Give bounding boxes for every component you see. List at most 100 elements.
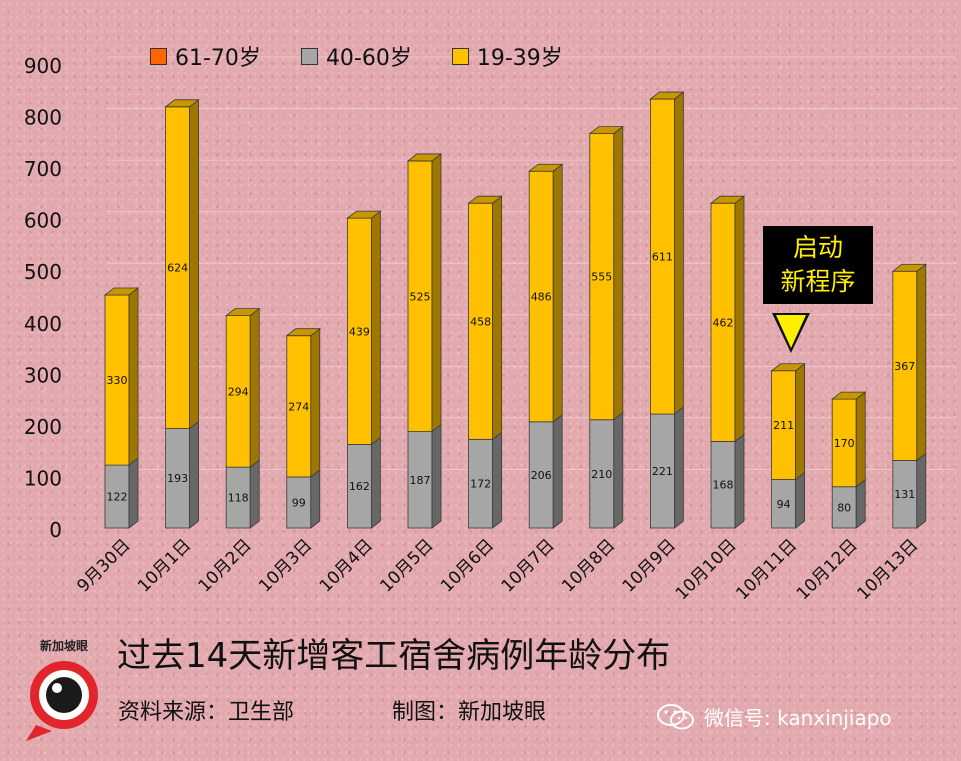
bar-side (310, 469, 321, 529)
data-label: 525 (410, 290, 431, 303)
y-tick-label: 300 (24, 363, 62, 387)
bar-side (916, 263, 927, 462)
bar-top (406, 153, 443, 162)
legend-swatch-61-70 (150, 47, 167, 65)
data-label: 99 (292, 496, 306, 509)
bar-segment (165, 106, 191, 429)
bar-top (649, 91, 685, 100)
wechat-icon (657, 703, 694, 729)
x-tick-label: 10月4日 (316, 535, 377, 596)
bar-segment (286, 335, 312, 478)
bar-side (249, 307, 260, 468)
data-label: 221 (652, 465, 673, 478)
x-tick-label: 10月6日 (437, 535, 498, 596)
bar-segment (225, 466, 251, 529)
stacked-bar-chart: 0 100 200 300 400 500 600 700 800 900 122 330 193 62… (24, 54, 956, 604)
bar-side (492, 431, 503, 529)
camera-lens-icon (26, 661, 98, 741)
data-label: 193 (167, 472, 188, 485)
y-tick-label: 0 (49, 518, 62, 542)
bar-side (249, 459, 260, 529)
legend-item-61-70: 61-70岁 (150, 40, 261, 72)
bar-side (674, 91, 684, 415)
data-label: 170 (834, 437, 855, 450)
x-tick-label: 10月11日 (732, 535, 801, 604)
logo-text: 新加坡眼 (39, 639, 88, 653)
y-axis: 0 100 200 300 400 500 600 700 800 900 (24, 54, 62, 542)
bar-top (891, 263, 927, 272)
data-label: 172 (470, 478, 491, 491)
annotation-arrow-icon (772, 313, 810, 353)
x-tick-label: 9月30日 (73, 535, 134, 596)
bar-side (916, 452, 927, 529)
data-label: 94 (777, 498, 791, 511)
bar-segment (346, 444, 372, 529)
bar-top (467, 195, 503, 204)
data-label: 211 (773, 419, 794, 432)
bar-segment (831, 398, 857, 488)
bar-side (492, 195, 503, 441)
x-tick-label: 10月9日 (619, 535, 680, 596)
bar-side (674, 406, 684, 529)
watermark-text: 微信号: kanxinjiapo (704, 706, 892, 730)
y-tick-label: 500 (24, 260, 62, 284)
bar-segment (468, 202, 494, 440)
bar-side (370, 210, 381, 446)
x-tick-label: 10月5日 (376, 535, 437, 596)
data-label: 187 (410, 474, 431, 487)
legend-label-19-39: 19-39岁 (476, 46, 563, 71)
bar-segment (650, 413, 675, 529)
bar-segment (346, 217, 372, 445)
annotation-callout: 启动 新程序 (763, 226, 873, 304)
legend-label-61-70: 61-70岁 (175, 46, 261, 71)
data-label: 131 (894, 488, 915, 501)
bar-side (855, 478, 866, 529)
logo: 新加坡眼 (18, 637, 110, 747)
bar-segment (468, 438, 494, 529)
bar-top (709, 195, 746, 204)
legend-item-19-39: 19-39岁 (451, 40, 563, 72)
page-title: 过去14天新增客工宿舍病例年龄分布 (117, 636, 671, 676)
bar-side (370, 436, 381, 529)
bar-side (189, 420, 200, 529)
bar-segment (710, 202, 736, 442)
data-label: 294 (228, 385, 249, 398)
bar-side (552, 163, 563, 423)
data-label: 118 (228, 492, 249, 505)
bar-side (613, 125, 624, 421)
annotation-line-1: 启动 (792, 233, 843, 262)
x-tick-label: 10月3日 (255, 535, 316, 596)
y-tick-label: 700 (24, 157, 62, 181)
bar-segment (589, 133, 615, 421)
bar-segment (165, 428, 191, 529)
credit-note: 制图：新加坡眼 (392, 700, 547, 725)
data-label: 330 (107, 374, 128, 387)
x-tick-label: 10月10日 (672, 535, 741, 604)
data-label: 367 (894, 360, 915, 373)
data-label: 168 (713, 479, 734, 492)
source-note: 资料来源：卫生部 (118, 700, 295, 725)
data-label: 462 (713, 316, 734, 329)
y-tick-label: 900 (24, 54, 62, 78)
bar-side (734, 433, 745, 529)
legend-item-40-60: 40-60岁 (300, 40, 412, 72)
bar-segment (104, 294, 130, 466)
bars: 122 330 193 624 118 294 99 274 162 439 187 525 172 45… (103, 91, 927, 529)
bar-top (346, 210, 382, 219)
data-label: 162 (349, 480, 370, 493)
y-tick-label: 100 (24, 466, 62, 490)
data-label: 458 (470, 315, 491, 328)
legend-swatch-19-39 (451, 47, 469, 65)
bar-top (528, 163, 564, 172)
x-tick-label: 10月8日 (558, 535, 619, 596)
bar-side (795, 362, 805, 481)
x-tick-label: 10月7日 (498, 535, 559, 596)
x-tick-label: 10月2日 (195, 535, 256, 596)
annotation-line-2: 新程序 (780, 267, 856, 296)
bar-top (225, 308, 261, 316)
bar-side (795, 471, 805, 529)
x-tick-label: 10月12日 (793, 535, 862, 604)
bar-top (770, 363, 806, 372)
y-tick-label: 400 (24, 312, 62, 336)
x-tick-label: 10月1日 (134, 535, 195, 596)
